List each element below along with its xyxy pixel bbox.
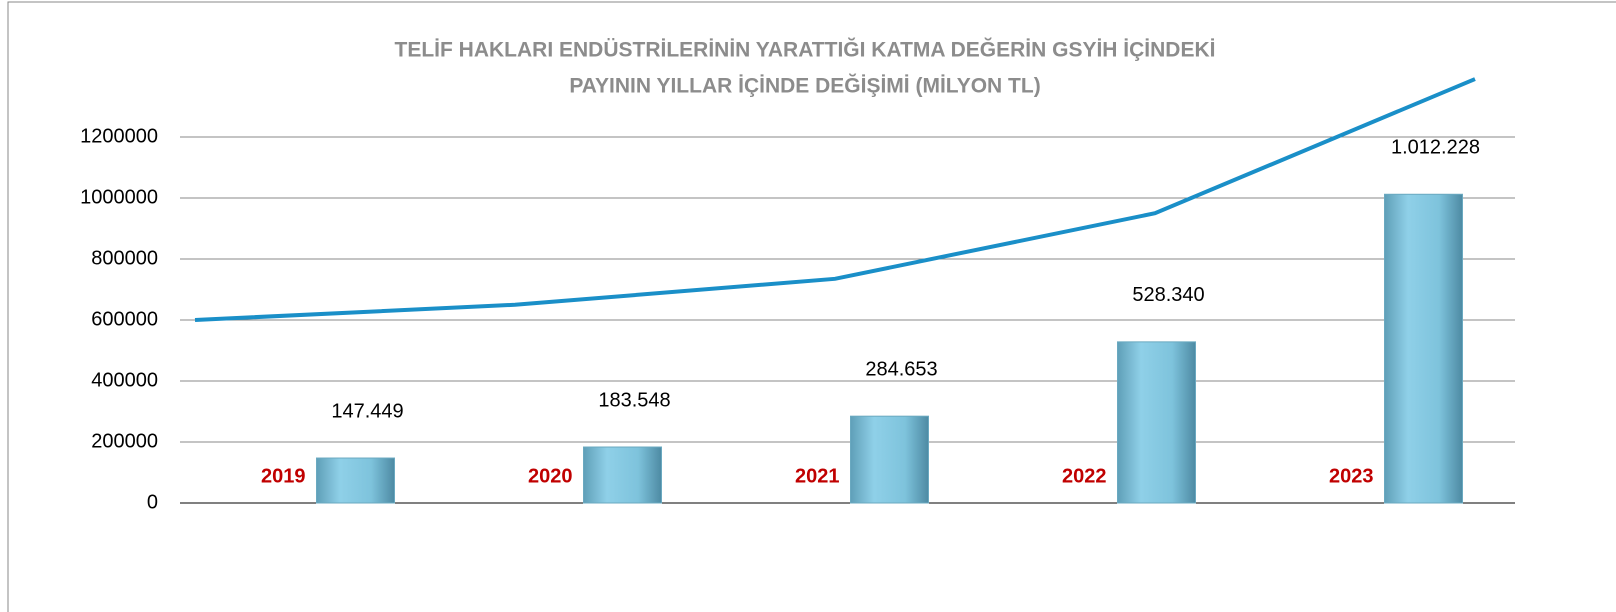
x-tick-label: 2021 [795, 465, 840, 487]
value-label: 1.012.228 [1391, 137, 1480, 159]
y-tick-label: 600000 [91, 308, 158, 330]
x-tick-label: 2020 [528, 465, 573, 487]
y-tick-label: 200000 [91, 430, 158, 452]
value-label: 284.653 [865, 358, 937, 380]
bar [1117, 341, 1196, 504]
y-tick-label: 400000 [91, 369, 158, 391]
chart-title: TELİF HAKLARI ENDÜSTRİLERİNİN YARATTIĞI … [395, 38, 1216, 62]
y-tick-label: 1000000 [80, 186, 158, 208]
value-label: 528.340 [1132, 284, 1204, 306]
x-tick-label: 2019 [261, 465, 306, 487]
chart-title: PAYININ YILLAR İÇİNDE DEĞİŞİMİ (MİLYON T… [569, 74, 1040, 98]
chart-frame [7, 1, 1616, 612]
value-label: 147.449 [331, 400, 403, 422]
line-series [194, 77, 1476, 322]
y-tick-label: 800000 [91, 247, 158, 269]
bar [850, 415, 929, 504]
bar [1384, 193, 1463, 504]
y-tick-label: 1200000 [80, 125, 158, 147]
bar [316, 457, 395, 504]
x-tick-label: 2022 [1062, 465, 1107, 487]
value-label: 183.548 [598, 389, 670, 411]
bar [583, 446, 662, 504]
x-tick-label: 2023 [1329, 465, 1374, 487]
y-tick-label: 0 [147, 491, 158, 513]
